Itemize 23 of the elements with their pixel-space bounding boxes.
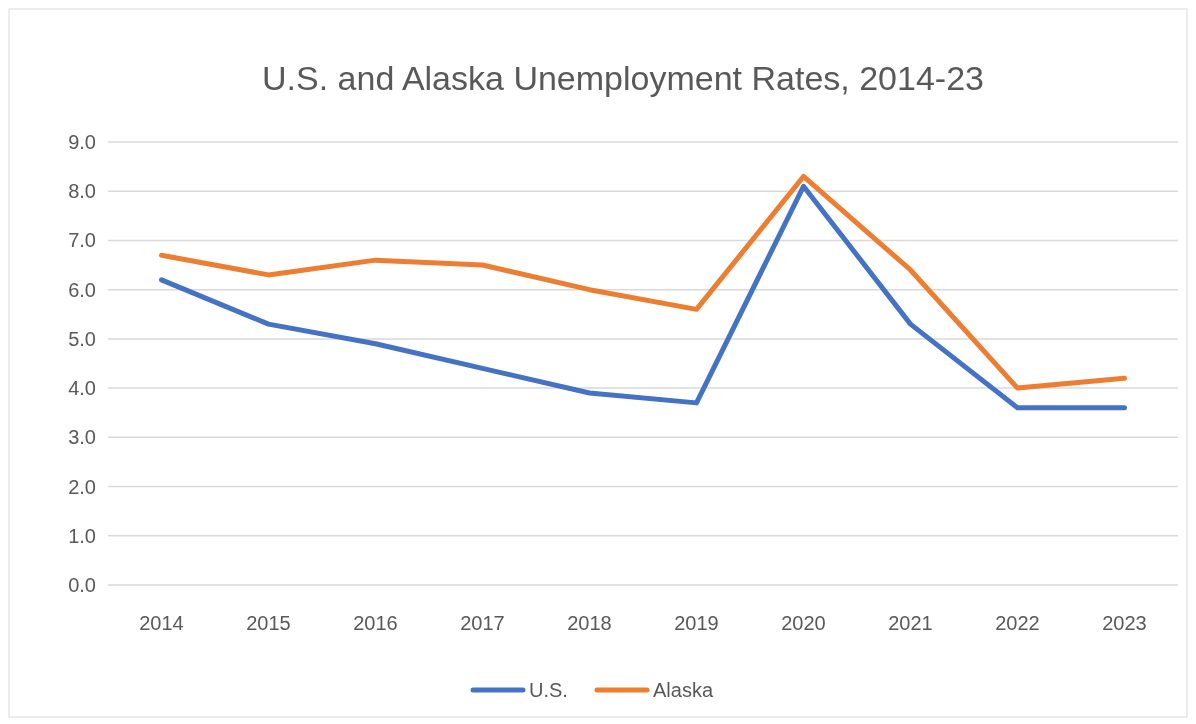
x-tick-label: 2021: [888, 612, 933, 634]
y-tick-label: 7.0: [68, 229, 96, 252]
y-tick-label: 2.0: [68, 475, 96, 498]
y-tick-label: 0.0: [68, 574, 96, 596]
x-tick-label: 2016: [353, 612, 398, 634]
x-tick-label: 2017: [460, 612, 505, 634]
y-tick-label: 6.0: [68, 278, 96, 301]
legend-label: Alaska: [653, 679, 714, 701]
y-tick-label: 3.0: [68, 426, 96, 449]
x-tick-label: 2020: [781, 612, 826, 634]
y-tick-label: 5.0: [68, 327, 96, 350]
x-tick-label: 2014: [139, 612, 184, 634]
x-tick-label: 2023: [1102, 612, 1147, 634]
x-tick-label: 2019: [674, 612, 719, 634]
chart-title: U.S. and Alaska Unemployment Rates, 2014-23: [262, 59, 984, 97]
y-tick-label: 9.0: [68, 131, 96, 153]
x-tick-label: 2015: [246, 612, 291, 634]
y-tick-label: 4.0: [68, 377, 96, 400]
y-tick-label: 1.0: [68, 524, 96, 547]
y-tick-label: 8.0: [68, 180, 96, 203]
x-tick-label: 2018: [567, 612, 612, 634]
legend-label: U.S.: [529, 679, 568, 701]
x-tick-label: 2022: [995, 612, 1040, 634]
